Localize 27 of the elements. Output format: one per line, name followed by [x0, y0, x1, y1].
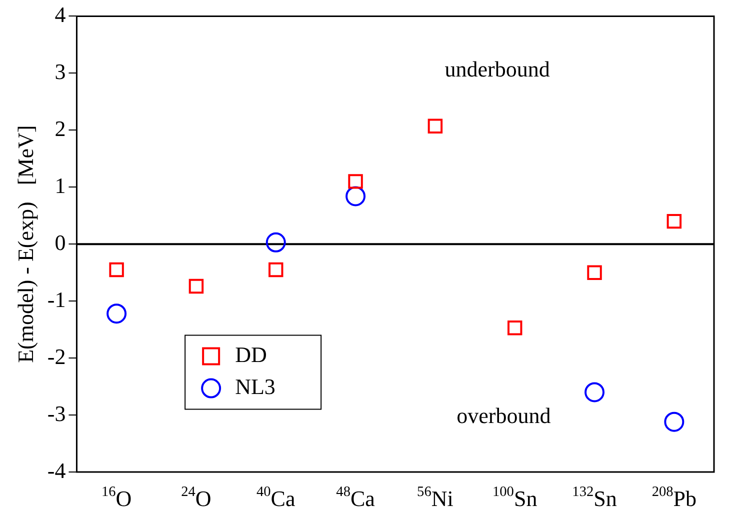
y-tick-label: -2 [47, 344, 66, 369]
point [348, 174, 363, 189]
point [266, 232, 286, 252]
y-tick-label: 0 [54, 230, 66, 255]
annotation: overbound [456, 403, 551, 428]
point [109, 262, 124, 278]
point [346, 186, 366, 206]
legend-label: NL3 [235, 374, 276, 400]
point [268, 262, 284, 278]
y-tick-label: 1 [54, 172, 66, 198]
point [587, 265, 602, 280]
annotation: underbound [444, 56, 550, 82]
y-tick-label: 3 [54, 58, 66, 84]
y-tick-label: -3 [47, 400, 66, 426]
y-tick-label: 2 [54, 116, 66, 141]
point [584, 382, 605, 402]
point [106, 304, 127, 324]
point [664, 412, 684, 432]
point [507, 320, 522, 336]
point [666, 214, 682, 229]
y-tick-label: -1 [47, 286, 66, 312]
point [428, 118, 443, 134]
y-tick-label: 4 [54, 2, 66, 27]
point [188, 278, 204, 294]
legend-label: DD [235, 342, 267, 368]
y-tick-label: -4 [47, 458, 66, 483]
y-axis-title: E(model) - E(exp) [MeV] [12, 125, 38, 363]
